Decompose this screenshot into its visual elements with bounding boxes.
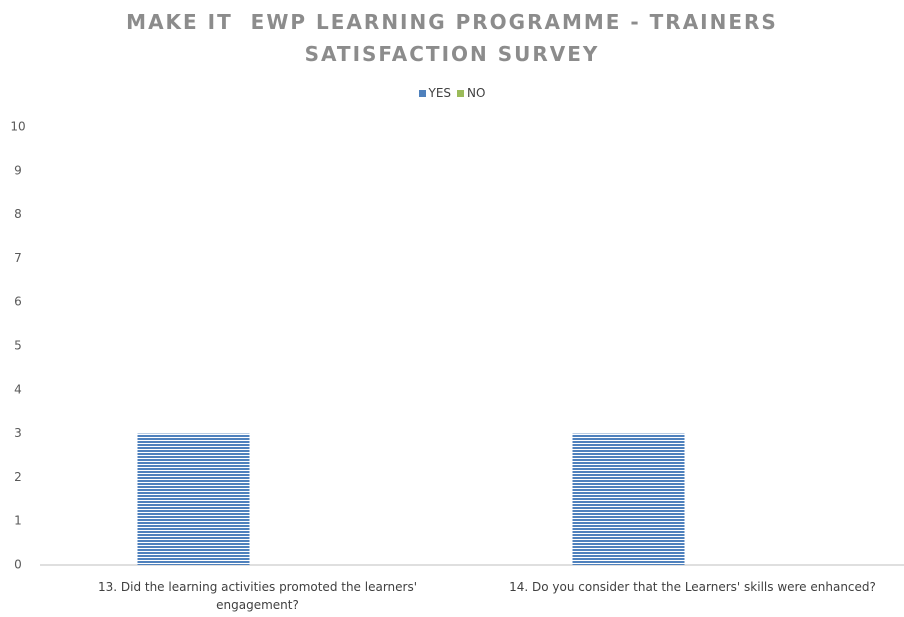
y-tick-label: 5 (14, 339, 22, 353)
legend: YES NO (0, 86, 904, 100)
legend-item: YES (418, 86, 452, 100)
legend-label: YES (428, 86, 452, 100)
chart-title: MAKE IT EWP LEARNING PROGRAMME - TRAINER… (126, 10, 787, 66)
legend-label: NO (467, 86, 486, 100)
y-tick-label: 2 (14, 470, 22, 484)
x-tick-label: 13. Did the learning activities promoted… (97, 580, 418, 612)
y-tick-label: 9 (14, 163, 22, 177)
y-tick-label: 1 (14, 514, 22, 528)
x-tick-label: 14. Do you consider that the Learners' s… (509, 580, 876, 594)
legend-item: NO (457, 86, 485, 100)
y-tick-label: 10 (10, 120, 25, 134)
y-tick-label: 3 (14, 426, 22, 440)
legend-swatch (418, 90, 426, 97)
y-tick-label: 8 (14, 207, 22, 221)
legend-swatch (457, 90, 465, 97)
y-tick-label: 6 (14, 295, 22, 309)
bar (572, 433, 685, 565)
y-tick-label: 0 (14, 558, 22, 572)
bar (137, 433, 250, 565)
y-tick-label: 4 (14, 382, 22, 396)
y-tick-label: 7 (14, 251, 22, 265)
